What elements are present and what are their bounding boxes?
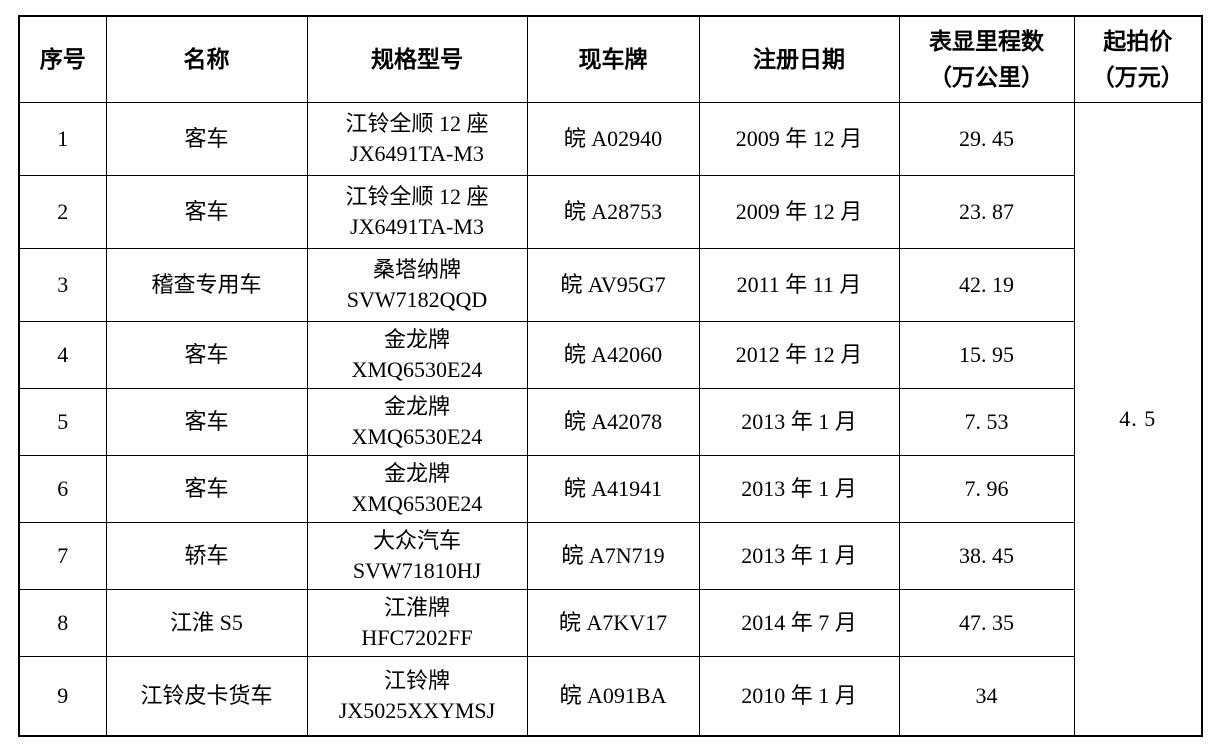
cell-seq: 6	[18, 455, 107, 523]
vehicle-auction-table: 序号 名称 规格型号 现车牌 注册日期 表显里程数 （万公里） 起拍价 （万元）…	[18, 15, 1203, 737]
cell-mileage: 47. 35	[898, 589, 1075, 657]
cell-name: 客车	[105, 455, 308, 523]
cell-mileage: 23. 87	[898, 175, 1075, 249]
cell-reg-date: 2013 年 1 月	[698, 388, 900, 456]
cell-reg-date: 2010 年 1 月	[698, 656, 900, 737]
cell-model: 江淮牌 HFC7202FF	[306, 589, 528, 657]
cell-name: 轿车	[105, 522, 308, 590]
cell-plate: 皖 A42060	[526, 321, 700, 389]
header-reg-date: 注册日期	[698, 15, 900, 103]
cell-model: 桑塔纳牌 SVW7182QQD	[306, 248, 528, 322]
cell-name: 客车	[105, 388, 308, 456]
cell-reg-date: 2012 年 12 月	[698, 321, 900, 389]
header-row: 序号 名称 规格型号 现车牌 注册日期 表显里程数 （万公里） 起拍价 （万元）	[18, 15, 1203, 103]
cell-reg-date: 2009 年 12 月	[698, 175, 900, 249]
table-row: 3 稽查专用车 桑塔纳牌 SVW7182QQD 皖 AV95G7 2011 年 …	[18, 248, 1202, 322]
cell-seq: 2	[18, 175, 107, 249]
cell-reg-date: 2013 年 1 月	[698, 455, 900, 523]
cell-plate: 皖 A28753	[526, 175, 700, 249]
cell-seq: 4	[18, 321, 107, 389]
cell-plate: 皖 AV95G7	[526, 248, 700, 322]
cell-name: 客车	[105, 175, 308, 249]
cell-plate: 皖 A02940	[526, 102, 700, 176]
table-row: 1 客车 江铃全顺 12 座 JX6491TA-M3 皖 A02940 2009…	[18, 102, 1203, 737]
cell-plate: 皖 A7KV17	[526, 589, 700, 657]
cell-seq: 9	[18, 656, 107, 737]
cell-mileage: 42. 19	[898, 248, 1075, 322]
cell-plate: 皖 A091BA	[526, 656, 700, 737]
cell-mileage: 7. 96	[898, 455, 1075, 523]
cell-seq: 1	[18, 102, 107, 176]
cell-seq: 5	[18, 388, 107, 456]
cell-model: 大众汽车 SVW71810HJ	[306, 522, 528, 590]
cell-name: 江淮 S5	[105, 589, 308, 657]
cell-seq: 8	[18, 589, 107, 657]
table-row: 7 轿车 大众汽车 SVW71810HJ 皖 A7N719 2013 年 1 月…	[18, 522, 1202, 590]
cell-name: 稽查专用车	[105, 248, 308, 322]
table-row: 5 客车 金龙牌 XMQ6530E24 皖 A42078 2013 年 1 月 …	[18, 388, 1202, 456]
cell-model: 金龙牌 XMQ6530E24	[306, 388, 528, 456]
cell-seq: 7	[18, 522, 107, 590]
header-mileage: 表显里程数 （万公里）	[898, 15, 1075, 103]
table-row: 8 江淮 S5 江淮牌 HFC7202FF 皖 A7KV17 2014 年 7 …	[18, 589, 1202, 657]
cell-name: 江铃皮卡货车	[105, 656, 308, 737]
cell-mileage: 7. 53	[898, 388, 1075, 456]
cell-mileage: 15. 95	[898, 321, 1075, 389]
cell-name: 客车	[105, 102, 308, 176]
cell-mileage: 34	[898, 656, 1075, 737]
header-start-price: 起拍价 （万元）	[1073, 15, 1203, 103]
cell-reg-date: 2014 年 7 月	[698, 589, 900, 657]
cell-model: 江铃全顺 12 座 JX6491TA-M3	[306, 175, 528, 249]
cell-plate: 皖 A42078	[526, 388, 700, 456]
cell-plate: 皖 A7N719	[526, 522, 700, 590]
cell-reg-date: 2011 年 11 月	[698, 248, 900, 322]
cell-seq: 3	[18, 248, 107, 322]
cell-model: 江铃牌 JX5025XXYMSJ	[306, 656, 528, 737]
header-model: 规格型号	[306, 15, 528, 103]
cell-mileage: 29. 45	[898, 102, 1075, 176]
cell-mileage: 38. 45	[898, 522, 1075, 590]
table-row: 4 客车 金龙牌 XMQ6530E24 皖 A42060 2012 年 12 月…	[18, 321, 1202, 389]
cell-reg-date: 2013 年 1 月	[698, 522, 900, 590]
header-seq: 序号	[18, 15, 107, 103]
table-row: 9 江铃皮卡货车 江铃牌 JX5025XXYMSJ 皖 A091BA 2010 …	[18, 656, 1202, 737]
header-plate: 现车牌	[526, 15, 700, 103]
table-row: 2 客车 江铃全顺 12 座 JX6491TA-M3 皖 A28753 2009…	[18, 175, 1202, 249]
cell-start-price-merged: 4. 5	[1073, 102, 1203, 737]
cell-reg-date: 2009 年 12 月	[698, 102, 900, 176]
cell-model: 金龙牌 XMQ6530E24	[306, 455, 528, 523]
cell-plate: 皖 A41941	[526, 455, 700, 523]
cell-model: 江铃全顺 12 座 JX6491TA-M3	[306, 102, 528, 176]
table-row: 6 客车 金龙牌 XMQ6530E24 皖 A41941 2013 年 1 月 …	[18, 455, 1202, 523]
cell-name: 客车	[105, 321, 308, 389]
header-name: 名称	[105, 15, 308, 103]
cell-model: 金龙牌 XMQ6530E24	[306, 321, 528, 389]
